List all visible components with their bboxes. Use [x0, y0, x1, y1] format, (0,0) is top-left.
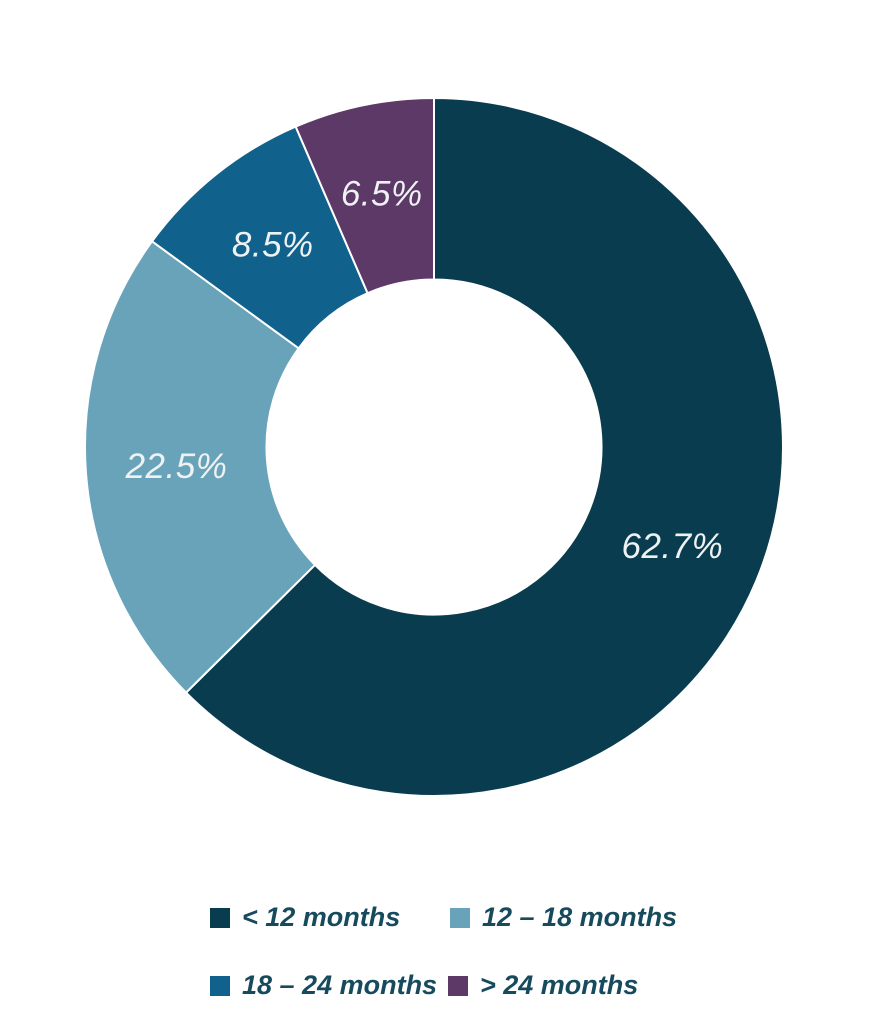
legend-item-lt-12-months: < 12 months [207, 904, 400, 931]
legend-swatch-18-24-months [207, 972, 233, 999]
slice-value-label-lt-12-months: 62.7% [621, 527, 723, 566]
legend-label-gt-24-months: > 24 months [480, 970, 639, 1000]
legend-label-lt-12-months: < 12 months [242, 902, 401, 932]
donut-slice-lt-12-months [185, 97, 784, 797]
donut-chart: 62.7% 22.5% 8.5% 6.5% [84, 97, 784, 797]
legend-item-gt-24-months: > 24 months [445, 972, 638, 999]
slice-value-label-12-18-months: 22.5% [125, 447, 228, 486]
slice-value-label-18-24-months: 8.5% [232, 226, 314, 265]
legend-swatch-gt-24-months [445, 972, 471, 999]
legend-swatch-12-18-months [447, 904, 473, 931]
legend-item-18-24-months: 18 – 24 months [207, 972, 437, 999]
legend-label-12-18-months: 12 – 18 months [482, 902, 678, 932]
donut-slice-12-18-months [84, 240, 316, 694]
legend-item-12-18-months: 12 – 18 months [447, 904, 677, 931]
slice-value-label-gt-24-months: 6.5% [341, 175, 423, 214]
legend-label-18-24-months: 18 – 24 months [242, 970, 438, 1000]
donut-slice-gt-24-months [294, 97, 435, 295]
legend-swatch-lt-12-months [207, 904, 233, 931]
